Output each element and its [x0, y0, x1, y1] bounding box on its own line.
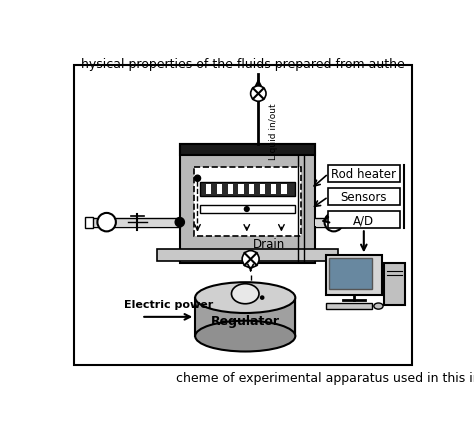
Ellipse shape [231, 284, 259, 304]
Bar [384, 263, 405, 306]
Bar [326, 256, 382, 296]
Bar [328, 166, 400, 183]
Circle shape [194, 176, 201, 182]
Text: cheme of experimental apparatus used in this investigati: cheme of experimental apparatus used in … [176, 371, 474, 384]
Text: Liquid in/out: Liquid in/out [269, 104, 278, 160]
Bar [206, 185, 211, 194]
Bar [85, 217, 93, 228]
Circle shape [244, 207, 250, 213]
Ellipse shape [195, 321, 295, 352]
Circle shape [175, 218, 184, 227]
Bar [328, 212, 400, 229]
Bar [238, 185, 244, 194]
Bar [260, 185, 265, 194]
Circle shape [251, 87, 266, 102]
Text: hysical properties of the fluids prepared from authe: hysical properties of the fluids prepare… [81, 58, 405, 71]
Circle shape [325, 214, 343, 232]
Bar [200, 183, 294, 197]
Bar [200, 206, 294, 214]
Circle shape [242, 251, 259, 268]
Text: A/D: A/D [353, 214, 374, 227]
Ellipse shape [374, 303, 383, 309]
Bar [217, 185, 222, 194]
Circle shape [97, 214, 116, 232]
Circle shape [260, 296, 264, 300]
Bar [329, 259, 372, 289]
Text: Sensors: Sensors [340, 191, 387, 204]
Text: Rod heater: Rod heater [331, 168, 396, 181]
Bar [326, 303, 372, 309]
Ellipse shape [195, 283, 295, 313]
Bar [91, 219, 180, 227]
Bar [180, 144, 315, 263]
Bar [249, 185, 255, 194]
Bar [315, 219, 346, 227]
Bar [228, 185, 233, 194]
Bar [157, 250, 337, 261]
Text: Regulator: Regulator [211, 315, 280, 327]
Text: Electric power: Electric power [124, 299, 213, 309]
Text: Drain: Drain [253, 237, 285, 250]
Bar [194, 168, 301, 237]
Bar [282, 185, 287, 194]
Bar [74, 66, 411, 365]
Bar [271, 185, 276, 194]
Bar [180, 144, 315, 156]
Bar [328, 189, 400, 206]
